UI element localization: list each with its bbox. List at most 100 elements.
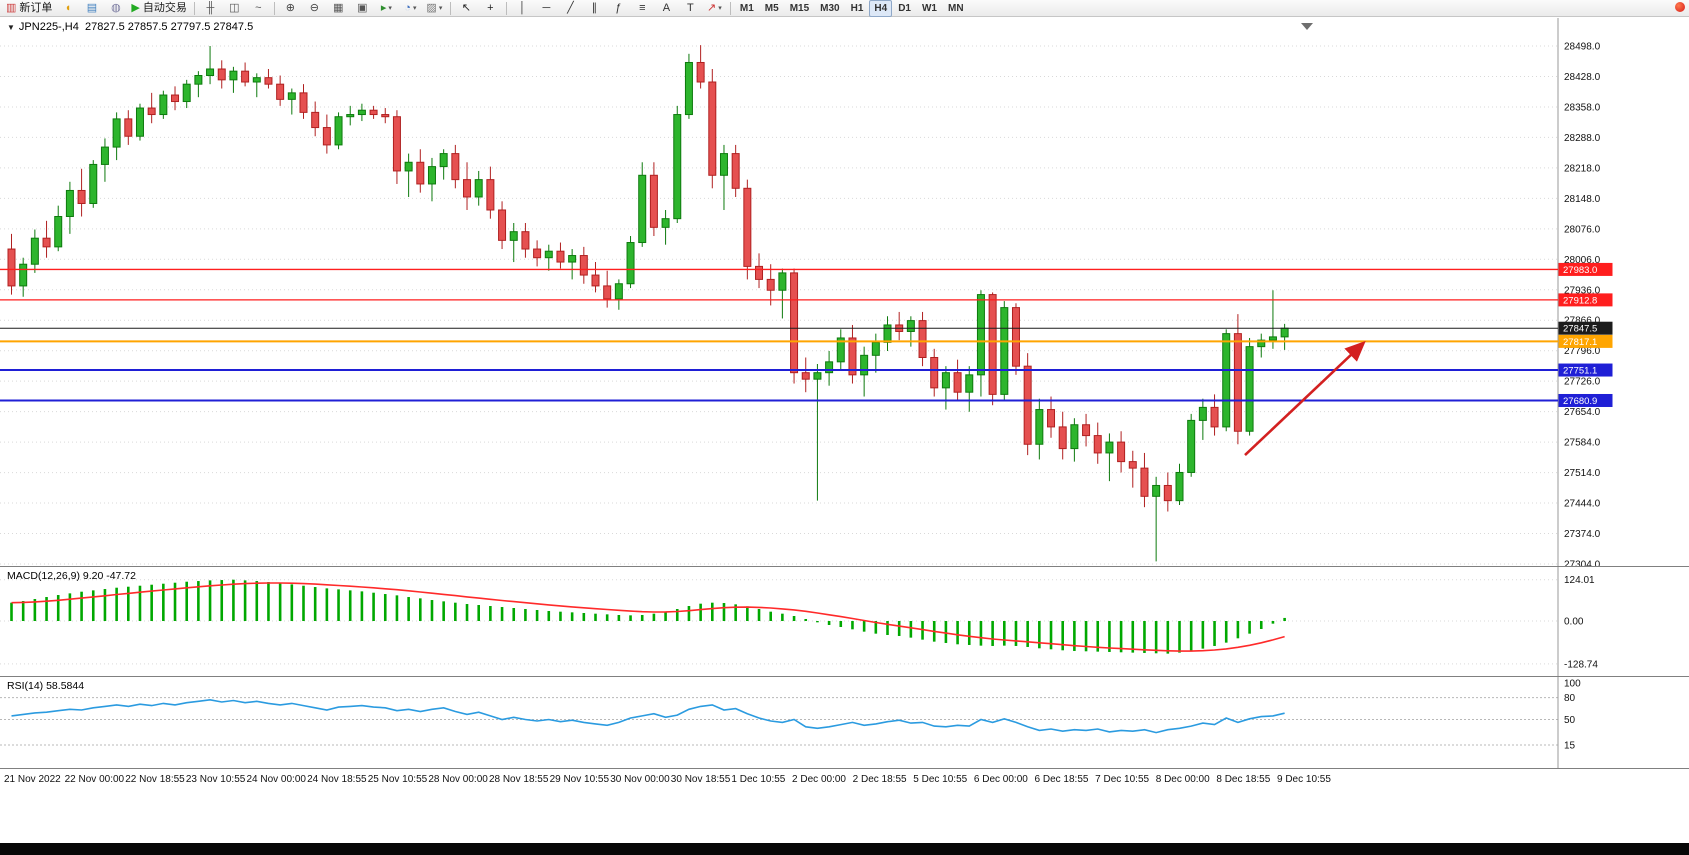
profile-button[interactable]: ◍ <box>104 0 127 17</box>
rsi-line <box>11 698 1285 734</box>
time-axis-label: 1 Dec 10:55 <box>731 774 786 785</box>
zoom-in-icon: ⊕ <box>285 1 295 14</box>
resistance-line-tag: 27912.8 <box>1558 293 1613 307</box>
price-axis-label: 28428.0 <box>1564 72 1601 83</box>
macd-axis-label: 0.00 <box>1564 617 1584 628</box>
timeframe-h1[interactable]: H1 <box>850 2 864 14</box>
timeframe-m30[interactable]: M30 <box>820 2 840 14</box>
time-axis-label: 23 Nov 10:55 <box>185 774 246 785</box>
buy-signal-arrow[interactable] <box>1244 340 1366 457</box>
horizontal-line-button[interactable]: ─ <box>535 0 558 17</box>
toolbar-separator <box>729 1 731 15</box>
macd-histogram <box>10 579 1286 654</box>
line-chart-button[interactable]: ~ <box>247 0 270 17</box>
profile-icon: ◍ <box>111 1 121 14</box>
chevron-down-icon[interactable]: ▾ <box>412 4 417 12</box>
time-axis-label: 8 Dec 18:55 <box>1216 774 1271 785</box>
timeframe-w1[interactable]: W1 <box>921 2 937 14</box>
label-icon: T <box>687 1 694 14</box>
timeframe-mn[interactable]: MN <box>947 2 964 14</box>
new-order-icon: ▥ <box>6 1 17 14</box>
zoom-in-button[interactable]: ⊕ <box>279 0 302 17</box>
timeframe-m5[interactable]: M5 <box>764 2 779 14</box>
rsi-panel[interactable]: RSI(14) 58.5844 100 80 50 15 <box>0 677 1689 769</box>
timeframe-d1[interactable]: D1 <box>898 2 911 14</box>
rsi-axis-label: 100 <box>1564 679 1581 690</box>
support-line-tag: 27751.1 <box>1558 363 1613 377</box>
vertical-line-icon: │ <box>518 1 526 14</box>
text-button[interactable]: A <box>655 0 678 17</box>
symbol-period-label: JPN225-,H4 <box>18 21 79 33</box>
arrows-icon: ↗ <box>707 1 717 14</box>
time-axis[interactable]: 21 Nov 2022 22 Nov 00:00 22 Nov 18:55 23 No… <box>0 769 1689 799</box>
chart-shift-button[interactable]: ▸ ▾ <box>375 0 398 17</box>
chevron-down-icon[interactable]: ▾ <box>438 4 443 12</box>
shapes-icon: ≡ <box>639 1 646 14</box>
chevron-down-icon[interactable]: ▾ <box>388 4 392 12</box>
collapse-arrow-icon[interactable]: ▼ <box>7 23 15 32</box>
vertical-line-button[interactable]: │ <box>511 0 534 17</box>
price-axis-label: 28288.0 <box>1564 133 1601 144</box>
autotrading-button-label: 自动交易 <box>142 1 187 14</box>
arrows-button[interactable]: ↗ ▾ <box>703 0 726 17</box>
crosshair-button[interactable]: + <box>479 0 502 17</box>
chart-window-button[interactable]: ▤ <box>80 0 103 17</box>
price-axis-label: 27796.0 <box>1564 346 1601 357</box>
price-chart-svg[interactable]: 28498.0 28428.0 28358.0 28288.0 28218.0 28148… <box>0 18 1689 566</box>
timeframe-h4[interactable]: H4 <box>869 0 893 17</box>
macd-panel[interactable]: MACD(12,26,9) 9.20 -47.72 124.01 0.00 -128… <box>0 567 1689 677</box>
fibonacci-button[interactable]: ƒ <box>607 0 630 17</box>
macd-axis-label: -128.74 <box>1564 659 1598 670</box>
svg-text:27817.1: 27817.1 <box>1563 337 1597 348</box>
macd-chart-svg[interactable]: 124.01 0.00 -128.74 <box>0 567 1689 676</box>
template-button[interactable]: ▨ ▾ <box>423 0 446 17</box>
zoom-out-icon: ⊖ <box>309 1 319 14</box>
time-axis-label: 25 Nov 10:55 <box>367 774 428 785</box>
trendline-icon: ╱ <box>567 1 574 14</box>
auto-arrange-button[interactable]: ▣ <box>351 0 374 17</box>
main-chart-panel[interactable]: ▼ JPN225-,H4 27827.5 27857.5 27797.5 2784… <box>0 18 1689 567</box>
time-axis-label: 22 Nov 18:55 <box>125 774 185 785</box>
chart-ohlc-title: ▼ JPN225-,H4 27827.5 27857.5 27797.5 2784… <box>7 21 253 33</box>
label-button[interactable]: T <box>679 0 702 17</box>
crosshair-icon: + <box>487 1 494 14</box>
macd-label: MACD(12,26,9) 9.20 -47.72 <box>7 570 136 582</box>
shapes-button[interactable]: ≡ <box>631 0 654 17</box>
timeframe-m1[interactable]: M1 <box>739 2 754 14</box>
time-axis-label: 6 Dec 18:55 <box>1034 774 1089 785</box>
bar-chart-button[interactable]: ╫ <box>199 0 222 17</box>
template-icon: ▨ <box>426 1 437 14</box>
tile-windows-button[interactable]: ▦ <box>327 0 350 17</box>
candlestick-chart-button[interactable]: ◫ <box>223 0 246 17</box>
bottom-bar <box>0 843 1689 855</box>
cursor-icon: ↖ <box>461 1 471 14</box>
autotrading-button[interactable]: ▶ 自动交易 <box>128 0 189 17</box>
rsi-label: RSI(14) 58.5844 <box>7 680 85 692</box>
chart-window-icon: ▤ <box>86 1 98 14</box>
time-axis-label: 8 Dec 00:00 <box>1155 774 1210 785</box>
new-order-button[interactable]: ▥ 新订单 <box>3 0 55 17</box>
sound-button[interactable]: ◖ <box>56 0 79 17</box>
period-dropdown-button[interactable]: ◔ ▾ <box>399 0 422 17</box>
price-axis-label: 27726.0 <box>1564 377 1601 388</box>
current-price-line-tag: 27847.5 <box>1558 321 1613 335</box>
chevron-down-icon[interactable]: ▾ <box>718 4 722 12</box>
fibonacci-icon: ƒ <box>615 1 622 14</box>
toolbar-separator <box>273 1 275 15</box>
chart-shift-marker-icon[interactable] <box>1301 23 1313 30</box>
cursor-button[interactable]: ↖ <box>455 0 478 17</box>
zoom-out-button[interactable]: ⊖ <box>303 0 326 17</box>
svg-text:27983.0: 27983.0 <box>1563 265 1597 276</box>
trendline-button[interactable]: ╱ <box>559 0 582 17</box>
time-axis-label: 30 Nov 18:55 <box>670 774 731 785</box>
rsi-chart-svg[interactable]: 100 80 50 15 <box>0 677 1689 768</box>
timeframe-m15[interactable]: M15 <box>789 2 810 14</box>
svg-text:27751.1: 27751.1 <box>1563 366 1597 377</box>
channel-button[interactable]: ∥ <box>583 0 606 17</box>
time-axis-label: 7 Dec 10:55 <box>1095 774 1150 785</box>
svg-text:27680.9: 27680.9 <box>1563 396 1597 407</box>
time-axis-label: 9 Dec 10:55 <box>1277 774 1331 785</box>
notification-dot[interactable] <box>1675 2 1685 12</box>
time-axis-label: 2 Dec 18:55 <box>852 774 907 785</box>
rsi-axis-label: 15 <box>1564 741 1576 752</box>
